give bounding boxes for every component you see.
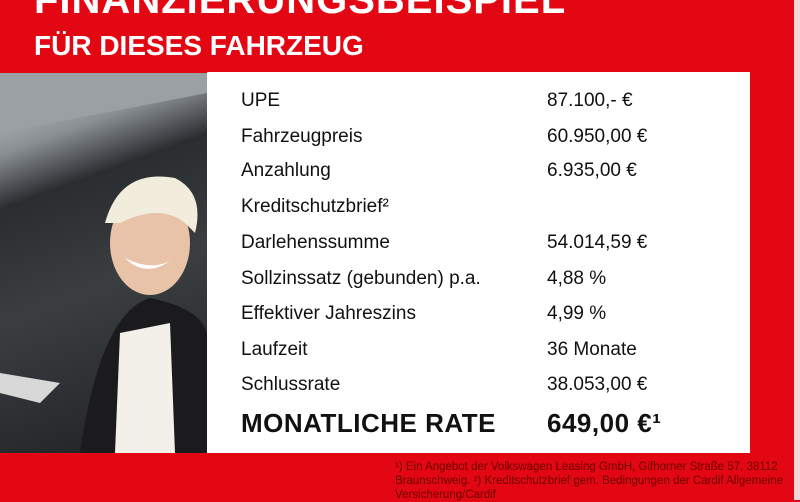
row-label: Sollzinssatz (gebunden) p.a. — [241, 268, 481, 289]
row-label: Darlehenssumme — [241, 232, 390, 253]
row-label: Schlussrate — [241, 374, 341, 395]
row-label: Laufzeit — [241, 339, 308, 360]
row-value: 38.053,00 € — [547, 374, 648, 395]
row-value: 4,88 % — [547, 268, 607, 289]
monthly-rate-label: MONATLICHE RATE — [241, 408, 496, 438]
footnote: ¹) Ein Angebot der Volkswagen Leasing Gm… — [395, 461, 784, 501]
row-label: Effektiver Jahreszins — [241, 303, 416, 324]
row-value: 6.935,00 € — [547, 160, 637, 181]
woman-in-car-photo — [0, 73, 207, 453]
row-label: UPE — [241, 90, 281, 111]
row-value: 54.014,59 € — [547, 232, 648, 253]
headline: FINANZIERUNGSBEISPIEL¹ — [34, 0, 581, 22]
row-value: 4,99 % — [547, 303, 607, 324]
financing-table: UPE 87.100,- € Fahrzeugpreis 60.950,00 €… — [207, 72, 750, 453]
subheadline: FÜR DIESES FAHRZEUG — [34, 30, 364, 61]
row-value: 36 Monate — [547, 339, 637, 360]
row-label: Fahrzeugpreis — [241, 126, 363, 147]
row-label: Anzahlung — [241, 160, 331, 181]
row-value: 60.950,00 € — [547, 126, 648, 147]
row-label: Kreditschutzbrief² — [241, 196, 389, 217]
monthly-rate-value: 649,00 €¹ — [547, 408, 662, 438]
edge-strip — [794, 0, 800, 500]
row-value: 87.100,- € — [547, 90, 633, 111]
